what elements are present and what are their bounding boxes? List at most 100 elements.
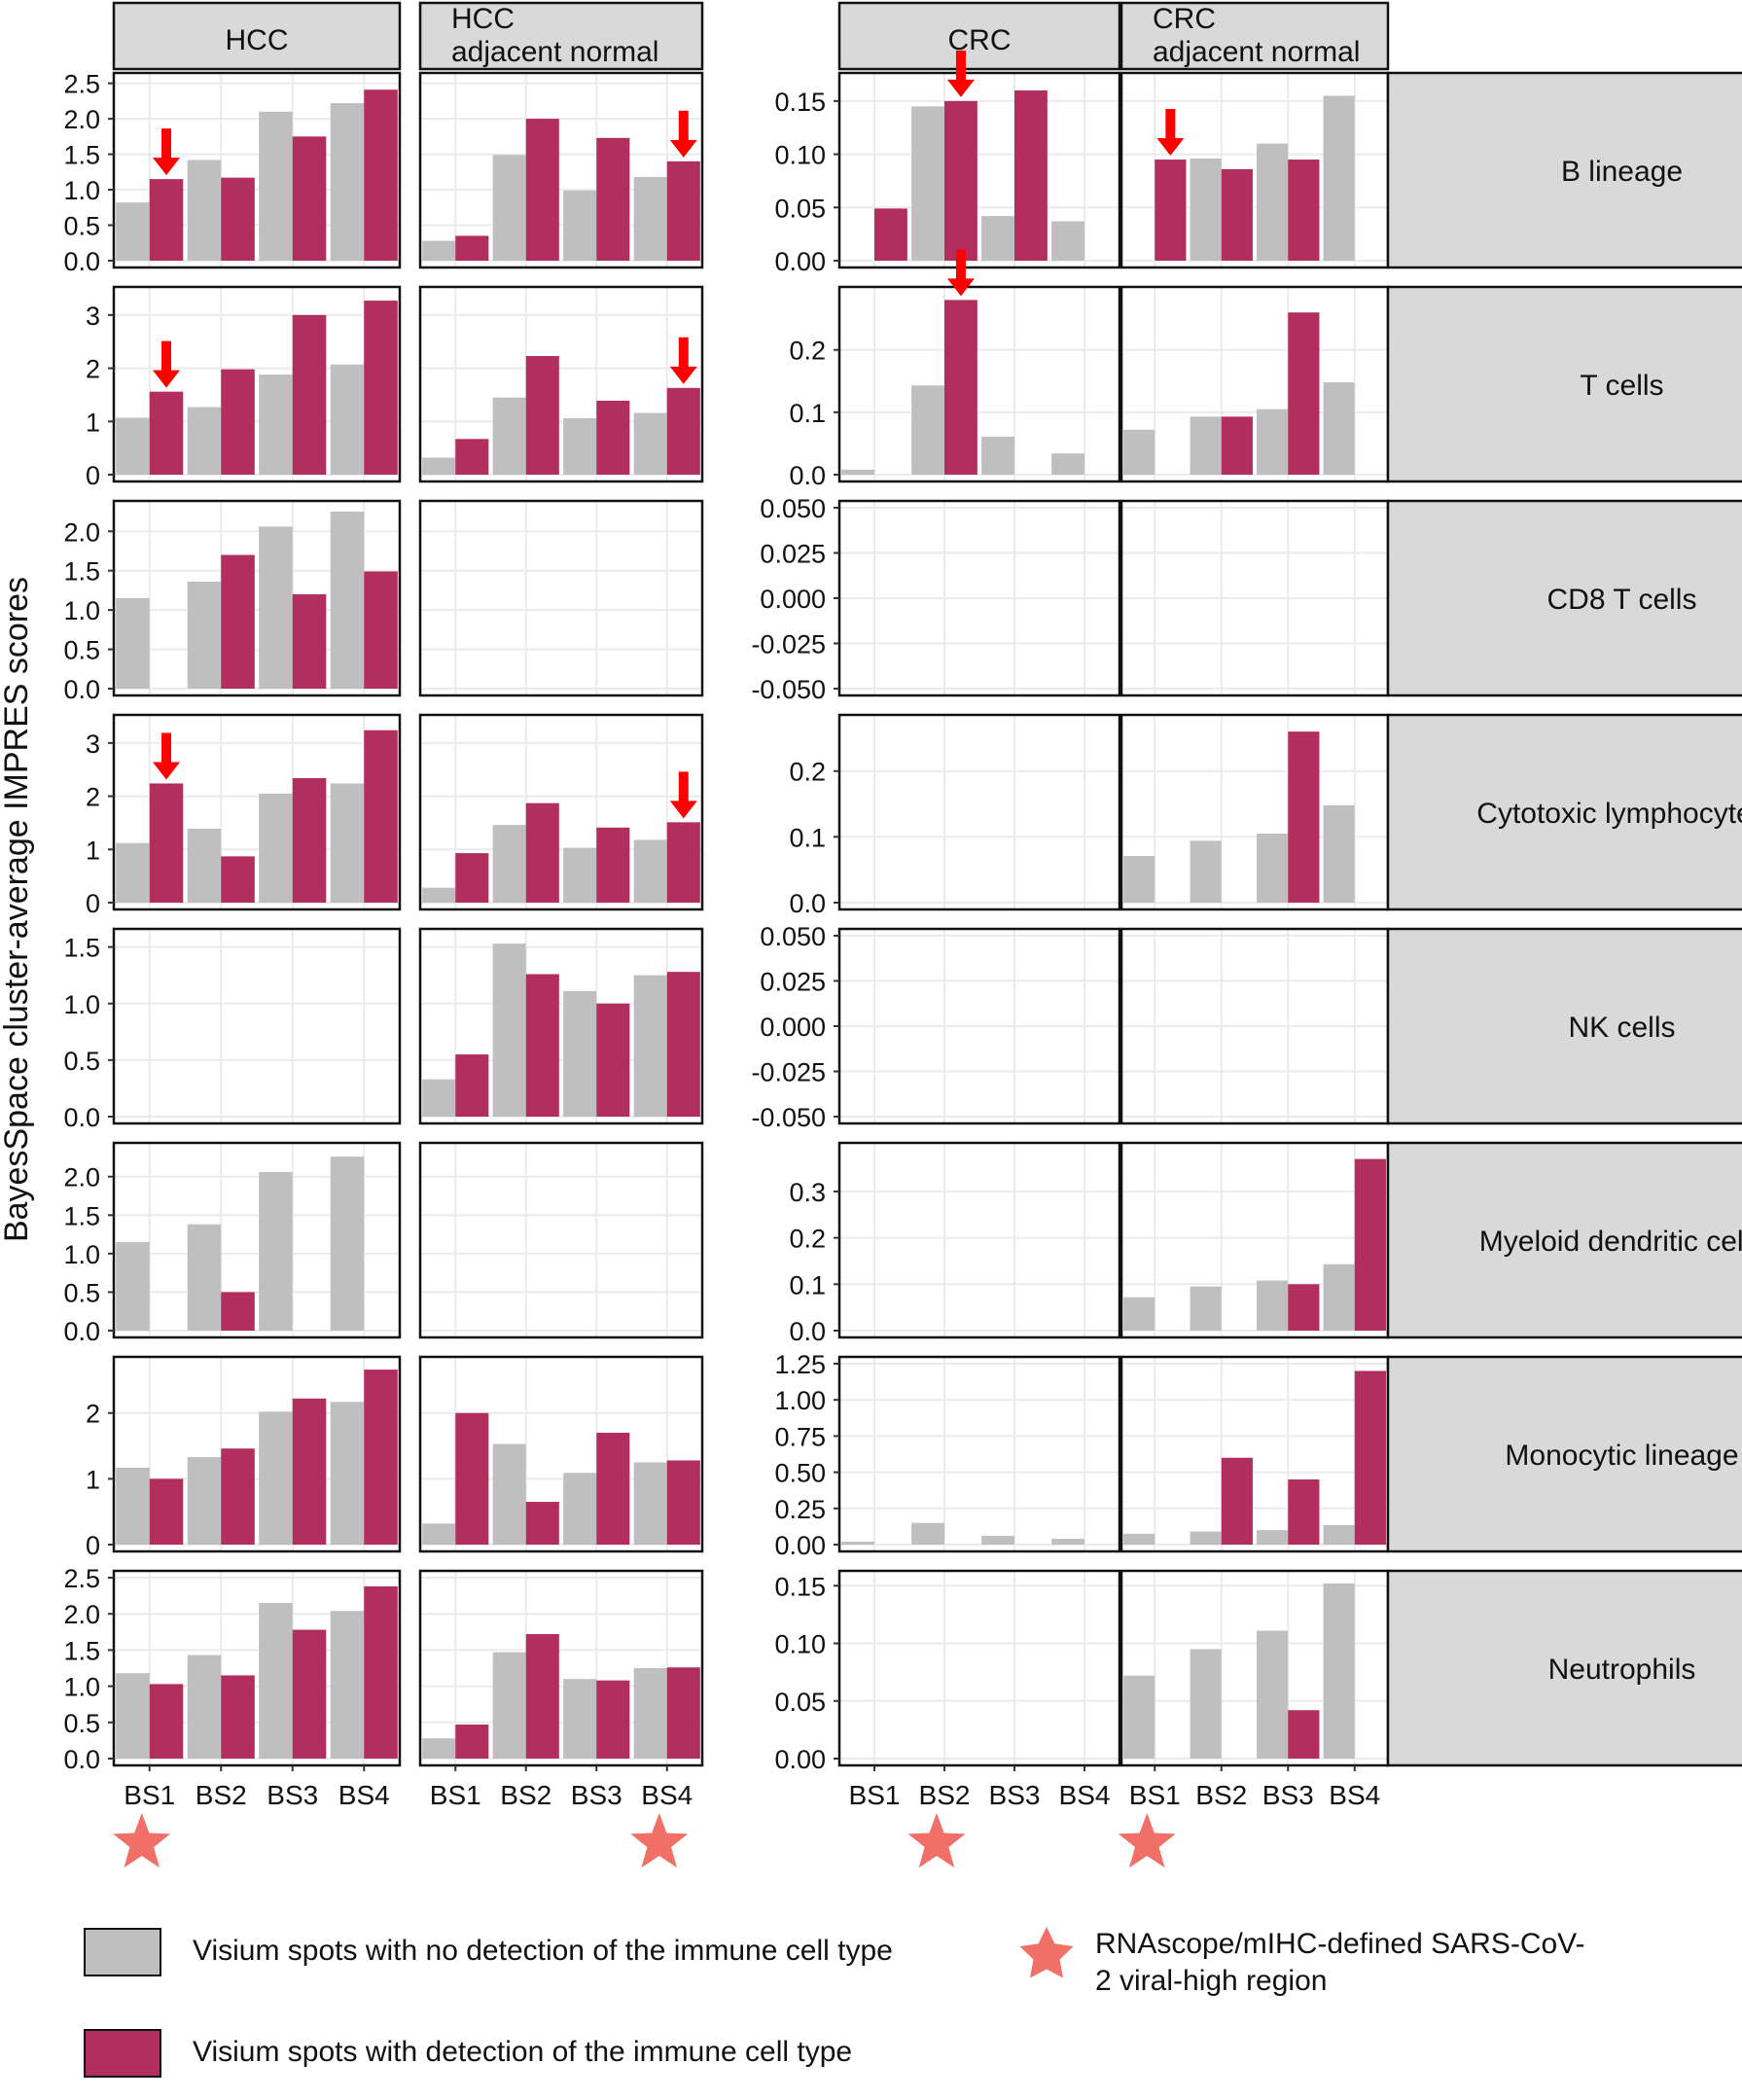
arrow-shaft [161,128,172,162]
y-tick-label: 2 [86,783,100,812]
bar-detection-hcc-cytotoxic-lymphocytes-BS2 [221,856,255,903]
bar-detection-hcc_adj-t-cells-BS3 [596,400,630,475]
bar-no-detection-hcc-cytotoxic-lymphocytes-BS3 [259,793,293,903]
x-tick-label-BS1: BS1 [430,1780,481,1810]
bar-no-detection-hcc-t-cells-BS2 [187,407,222,475]
y-tick-label: 2.5 [63,1564,100,1593]
panel-border-hcc-neutrophils [112,1569,402,1767]
y-tick-label: 1 [86,1465,100,1494]
bar-no-detection-crc_adj-t-cells-BS4 [1323,382,1355,475]
bar-no-detection-crc_adj-monocytic-lineage-BS2 [1190,1531,1222,1545]
bar-no-detection-hcc-cd8-t-cells-BS2 [187,582,222,689]
arrow-icon [946,50,975,97]
column-strip-crc_adj [1120,1,1390,71]
row-label-b-lineage: B lineage [1561,156,1683,188]
bar-no-detection-crc_adj-cytotoxic-lymphocytes-BS3 [1257,833,1289,903]
bar-detection-hcc-cytotoxic-lymphocytes-BS3 [292,777,327,903]
bar-detection-hcc-t-cells-BS4 [364,301,398,475]
bar-detection-hcc_adj-b-lineage-BS1 [455,235,489,261]
bar-no-detection-hcc-b-lineage-BS3 [259,111,293,261]
y-tick-label: 0.3 [789,1178,826,1207]
panel-border-crc-neutrophils [837,1569,1121,1767]
row-label-myeloid-dendritic-cells: Myeloid dendritic cells [1479,1226,1742,1258]
y-tick-label: 2.0 [63,517,100,547]
bar-detection-hcc_adj-cytotoxic-lymphocytes-BS2 [525,802,559,903]
bar-no-detection-hcc_adj-nk-cells-BS1 [422,1079,456,1117]
y-tick-label: 0.15 [774,1572,826,1601]
y-tick-label: 0.000 [760,1013,826,1042]
panel-border-hcc_adj-monocytic-lineage [418,1355,704,1553]
bar-no-detection-crc_adj-t-cells-BS1 [1123,429,1155,475]
bar-no-detection-crc_adj-b-lineage-BS2 [1190,158,1222,261]
bar-detection-crc_adj-t-cells-BS3 [1288,312,1320,475]
panel-border-hcc_adj-myeloid-dendritic-cells [418,1141,704,1339]
bar-detection-hcc_adj-nk-cells-BS3 [596,1003,630,1117]
bar-no-detection-hcc-t-cells-BS1 [116,417,150,475]
bar-no-detection-hcc_adj-neutrophils-BS1 [422,1738,456,1759]
bar-detection-crc-b-lineage-BS1 [874,208,907,261]
y-tick-label: 0.050 [760,922,826,951]
bar-no-detection-hcc-myeloid-dendritic-cells-BS3 [259,1171,293,1331]
panel-border-hcc-t-cells [112,285,402,483]
bar-no-detection-hcc-t-cells-BS4 [330,364,365,475]
row-label-cd8-t-cells: CD8 T cells [1547,584,1697,616]
y-tick-label: 0.05 [774,194,826,223]
panel-border-hcc-cytotoxic-lymphocytes [112,713,402,911]
bar-detection-hcc-b-lineage-BS4 [364,89,398,261]
bar-no-detection-hcc_adj-t-cells-BS2 [492,397,526,475]
x-tick-label-BS2: BS2 [196,1780,247,1810]
bar-no-detection-crc-t-cells-BS2 [911,385,944,475]
bar-no-detection-hcc_adj-b-lineage-BS4 [633,176,667,261]
y-tick-label: 1.5 [63,934,100,963]
x-tick-label-BS1: BS1 [849,1780,901,1810]
y-tick-label: 0.05 [774,1688,826,1717]
y-tick-label: 1.0 [63,1240,100,1269]
bar-detection-hcc_adj-t-cells-BS4 [666,387,700,475]
bar-no-detection-hcc-monocytic-lineage-BS1 [116,1467,150,1545]
y-tick-label: 2.0 [63,1600,100,1629]
y-tick-label: 0.0 [63,247,100,276]
bar-detection-hcc-neutrophils-BS3 [292,1629,327,1759]
star-icon [1118,1813,1176,1869]
bar-detection-crc-t-cells-BS2 [944,300,978,475]
arrow-shaft [678,771,689,805]
bar-detection-hcc_adj-neutrophils-BS4 [666,1667,700,1759]
bar-no-detection-hcc-b-lineage-BS1 [116,202,150,261]
bar-no-detection-crc_adj-cytotoxic-lymphocytes-BS2 [1190,840,1222,903]
bar-no-detection-hcc-neutrophils-BS3 [259,1603,293,1759]
bar-detection-hcc-neutrophils-BS2 [221,1675,255,1759]
y-axis-title: BayesSpace cluster-average IMPRES scores [0,577,35,1242]
arrow-shaft [678,337,689,371]
bar-detection-hcc_adj-monocytic-lineage-BS4 [666,1460,700,1545]
arrow-icon [669,771,697,819]
bar-no-detection-hcc_adj-t-cells-BS4 [633,412,667,475]
x-tick-label-BS3: BS3 [1262,1780,1314,1810]
bar-no-detection-hcc_adj-b-lineage-BS2 [492,155,526,261]
arrow-icon [153,128,181,176]
bar-no-detection-hcc_adj-nk-cells-BS4 [633,975,667,1117]
bar-detection-hcc-cd8-t-cells-BS4 [364,571,398,689]
bar-no-detection-hcc-b-lineage-BS4 [330,103,365,261]
row-strip-myeloid-dendritic-cells [1386,1141,1742,1339]
arrow-icon [946,249,975,297]
panel-border-hcc_adj-neutrophils [418,1569,704,1767]
bar-detection-hcc_adj-neutrophils-BS2 [525,1634,559,1759]
bar-no-detection-crc_adj-cytotoxic-lymphocytes-BS1 [1123,855,1155,903]
bar-no-detection-hcc-myeloid-dendritic-cells-BS1 [116,1241,150,1331]
y-tick-label: 0 [86,461,100,490]
bar-no-detection-hcc_adj-cytotoxic-lymphocytes-BS3 [563,847,597,903]
star-icon [630,1813,689,1869]
bar-no-detection-hcc-t-cells-BS3 [259,374,293,475]
arrow-head [946,278,975,297]
x-tick-label-BS4: BS4 [1059,1780,1111,1810]
y-tick-label: 1.5 [63,557,100,587]
bar-no-detection-hcc_adj-neutrophils-BS2 [492,1652,526,1759]
row-strip-cytotoxic-lymphocytes [1386,713,1742,911]
arrow-head [946,79,975,97]
column-strip-hcc_adj [418,1,704,71]
y-tick-label: 0.75 [774,1422,826,1451]
bar-no-detection-hcc_adj-b-lineage-BS1 [422,240,456,261]
bar-detection-crc_adj-myeloid-dendritic-cells-BS3 [1288,1284,1320,1331]
panel-border-hcc_adj-b-lineage [418,71,704,269]
